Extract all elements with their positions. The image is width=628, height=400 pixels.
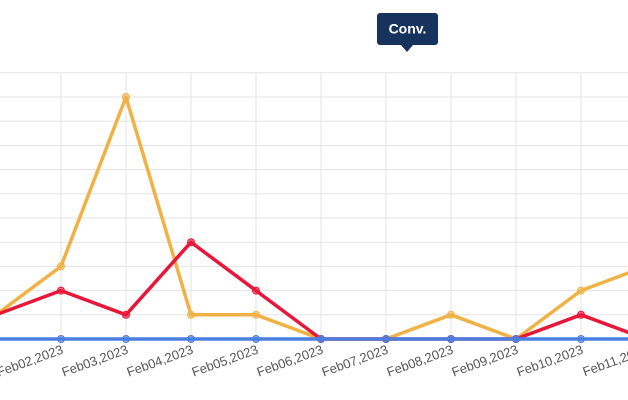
data-point: [512, 335, 520, 343]
data-point: [577, 286, 585, 295]
x-tick-label: Feb09,2023: [450, 342, 520, 380]
x-tick-label: Feb11,2023: [581, 342, 628, 380]
tooltip-box: [377, 13, 438, 45]
data-point: [577, 335, 585, 343]
data-point: [122, 310, 130, 319]
x-tick-label: Feb06,2023: [255, 342, 325, 380]
x-tick-label: Feb05,2023: [190, 342, 260, 380]
data-point: [382, 335, 390, 343]
x-tick-label: Feb02,2023: [0, 342, 65, 380]
data-point: [187, 238, 195, 247]
data-point: [252, 335, 260, 343]
data-point: [187, 310, 195, 319]
data-point: [122, 93, 130, 101]
data-point: [252, 310, 260, 319]
x-tick-label: Feb08,2023: [385, 342, 455, 380]
data-point: [252, 286, 260, 295]
grid: [0, 72, 628, 345]
x-tick-label: Feb10,2023: [515, 342, 585, 380]
data-point: [317, 335, 325, 343]
data-point: [122, 335, 130, 343]
x-tick-label: Feb07,2023: [320, 342, 390, 380]
data-point: [447, 335, 455, 343]
tooltip-arrow: [401, 45, 413, 52]
data-point: [57, 286, 65, 295]
marks: [0, 93, 628, 343]
data-point: [57, 262, 65, 271]
tooltip: Conv.: [377, 13, 438, 52]
data-point: [57, 335, 65, 343]
data-point: [187, 335, 195, 343]
tooltip-text: Conv.: [389, 21, 427, 37]
data-point: [447, 310, 455, 319]
x-tick-label: Feb03,2023: [60, 342, 130, 380]
data-point: [577, 310, 585, 319]
x-tick-label: Feb04,2023: [125, 342, 195, 380]
